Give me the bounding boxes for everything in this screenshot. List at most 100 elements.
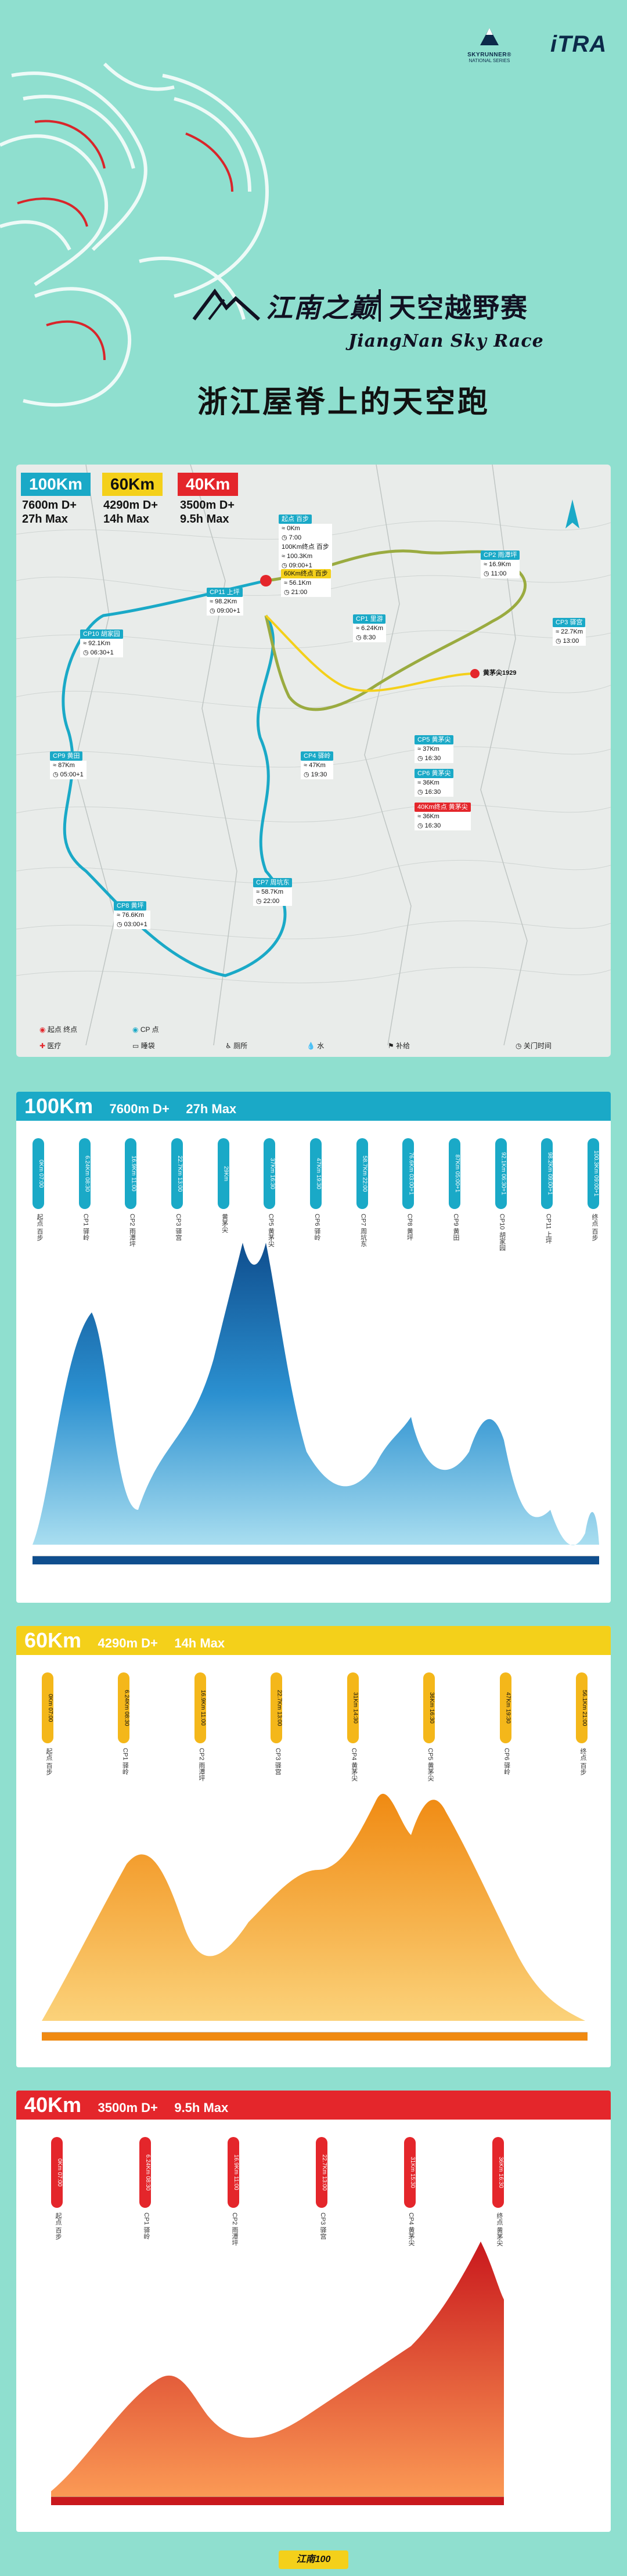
stats-60km: 4290m D+ 14h Max	[103, 498, 158, 526]
start-finish-icon: ◉	[39, 1026, 46, 1034]
profile-pin[interactable]: 0Km 07:00	[51, 2137, 63, 2208]
cp1-head: CP1 里游	[353, 614, 386, 624]
profile-point-name: CP5 黄茅尖	[267, 1214, 275, 1247]
cp-start-line-4: ≈ 100.3Km	[279, 552, 332, 561]
profile-pin[interactable]: 16.9Km 11:00	[194, 1672, 206, 1743]
profile-pin[interactable]: 56.1Km 21:00	[576, 1672, 588, 1743]
profile-pin[interactable]: 47Km 19:30	[499, 1672, 511, 1743]
profile-point-name: CP2 雨潭坪	[197, 1748, 205, 1782]
legend-item-toilet: ♿ 厕所	[225, 1041, 247, 1050]
cp3[interactable]: CP3 驿宫 ≈ 22.7Km ◷ 13:00	[553, 618, 586, 646]
profile-60km-gain: 4290m D+	[98, 1636, 158, 1650]
cp1[interactable]: CP1 里游 ≈ 6.24Km ◷ 8:30	[353, 614, 387, 642]
cp-40km-finish-line-2: ◷ 16:30	[415, 821, 471, 830]
badge-60km[interactable]: 60Km	[102, 473, 163, 496]
stats-100km: 7600m D+ 27h Max	[22, 498, 77, 526]
cp11-line-1: ≈ 98.2Km	[207, 597, 243, 606]
badge-40km[interactable]: 40Km	[178, 473, 239, 496]
route-map[interactable]: 100Km 60Km 40Km 7600m D+ 27h Max 4290m D…	[16, 465, 611, 1057]
profile-pin[interactable]: 31Km 14:30	[347, 1672, 359, 1743]
profile-pin[interactable]: 92.1Km 06:30+1	[495, 1138, 507, 1209]
legend-item-sleep: ▭ 睡袋	[132, 1041, 155, 1050]
profile-pin[interactable]: 29Km	[217, 1138, 229, 1209]
cp9[interactable]: CP9 黄田 ≈ 87Km ◷ 05:00+1	[50, 751, 87, 779]
cp3-head: CP3 驿宫	[553, 618, 586, 627]
cp-40km-finish[interactable]: 40Km终点 黄茅尖 ≈ 36Km ◷ 16:30	[415, 803, 471, 830]
profile-pin[interactable]: 98.2Km 09:00+1	[541, 1138, 553, 1209]
profile-pin[interactable]: 16.9Km 11:00	[228, 2137, 239, 2208]
legend-water-label: 水	[317, 1042, 325, 1050]
profile-40km-header: 40Km 3500m D+ 9.5h Max	[16, 2091, 611, 2120]
profile-point-name: CP11 上坪	[545, 1214, 552, 1244]
profile-point-name: 终点 黄茅尖	[496, 2212, 503, 2247]
profile-100km-limit: 27h Max	[186, 1102, 237, 1116]
profile-100km-chart	[33, 1243, 599, 1564]
profile-point-name: CP7 周坑东	[359, 1214, 367, 1247]
profile-100km-distance: 100Km	[24, 1094, 93, 1118]
cp-start-head: 起点 百步	[279, 515, 312, 524]
cp10[interactable]: CP10 胡家园 ≈ 92.1Km ◷ 06:30+1	[80, 629, 123, 657]
legend-item-water: 💧 水	[307, 1041, 324, 1050]
legend-start-finish-label: 起点 终点	[47, 1026, 78, 1034]
profile-pin[interactable]: 6.24Km 08:30	[118, 1672, 130, 1743]
profile-100km-gain: 7600m D+	[109, 1102, 170, 1116]
compass-icon	[565, 499, 579, 528]
slogan: 浙江屋脊上的天空跑	[197, 386, 491, 419]
profile-pin[interactable]: 0Km 07:00	[42, 1672, 53, 1743]
cp11[interactable]: CP11 上坪 ≈ 98.2Km ◷ 09:00+1	[207, 588, 243, 616]
profile-40km-distance: 40Km	[24, 2093, 82, 2117]
profile-pin[interactable]: 87Km 05:00+1	[449, 1138, 460, 1209]
profile-pin[interactable]: 36Km 16:30	[492, 2137, 504, 2208]
profile-point-name: 终点 百步	[579, 1748, 586, 1776]
cp9-head: CP9 黄田	[50, 751, 83, 761]
profile-point-name: CP3 驿宫	[319, 2212, 326, 2240]
event-name-cn-1: 江南之巅	[266, 293, 377, 323]
profile-pin[interactable]: 100.3Km 09:00+1	[588, 1138, 599, 1209]
mountain-icon	[480, 28, 499, 45]
profile-pin[interactable]: 47Km 19:30	[310, 1138, 322, 1209]
cp2-line-1: ≈ 16.9Km	[481, 560, 520, 569]
cp-60km-finish[interactable]: 60Km终点 百步 ≈ 56.1Km ◷ 21:00	[281, 569, 331, 597]
profile-pin[interactable]: 0Km 07:00	[33, 1138, 44, 1209]
cp-60km-finish-head: 60Km终点 百步	[281, 569, 331, 578]
cp4[interactable]: CP4 驿岭 ≈ 47Km ◷ 19:30	[301, 751, 334, 779]
cp10-line-1: ≈ 92.1Km	[80, 639, 123, 648]
badge-100km[interactable]: 100Km	[21, 473, 91, 496]
cp-start[interactable]: 起点 百步 ≈ 0Km ◷ 7:00 100Km终点 百步 ≈ 100.3Km …	[279, 515, 332, 570]
cp7-head: CP7 周坑东	[253, 878, 293, 887]
profile-pin[interactable]: 22.7Km 13:00	[316, 2137, 327, 2208]
cp-icon: ◉	[132, 1026, 139, 1034]
profile-point-name: CP4 黄茅尖	[408, 2212, 415, 2246]
cp8-line-1: ≈ 76.6Km	[114, 911, 150, 920]
profile-pin[interactable]: 16.9Km 11:00	[125, 1138, 137, 1209]
profile-point-name: CP2 雨潭坪	[128, 1214, 136, 1247]
badge-100km-label: 100Km	[29, 475, 82, 493]
profile-pin[interactable]: 36Km 16:30	[423, 1672, 435, 1743]
profile-pin[interactable]: 22.7Km 13:00	[271, 1672, 283, 1743]
profile-60km-area	[42, 1793, 585, 2021]
profile-pin[interactable]: 37Km 16:30	[264, 1138, 276, 1209]
profile-pin[interactable]: 6.24Km 08:30	[78, 1138, 91, 1209]
profile-pin[interactable]: 58.7Km 22:00	[356, 1138, 368, 1209]
cp6[interactable]: CP6 黄茅尖 ≈ 36Km ◷ 16:30	[415, 769, 454, 797]
cp8-head: CP8 黄坪	[114, 901, 147, 911]
profile-point-name: 起点 百步	[55, 2212, 62, 2240]
cp8[interactable]: CP8 黄坪 ≈ 76.6Km ◷ 03:00+1	[114, 901, 150, 929]
cp2[interactable]: CP2 雨潭坪 ≈ 16.9Km ◷ 11:00	[481, 551, 520, 578]
profile-pin[interactable]: 31Km 15:30	[404, 2137, 416, 2208]
profile-pin[interactable]: 22.7Km 13:00	[171, 1138, 183, 1209]
profile-pin[interactable]: 6.24Km 08:30	[139, 2137, 151, 2208]
event-name-cn-2: 天空越野赛	[389, 293, 528, 323]
profile-point-name: CP3 驿宫	[274, 1748, 282, 1775]
cp7[interactable]: CP7 周坑东 ≈ 58.7Km ◷ 22:00	[253, 878, 293, 906]
profile-point-name: 黄茅尖	[221, 1214, 228, 1233]
profile-pin[interactable]: 76.6Km 03:00+1	[402, 1138, 415, 1209]
legend-item-medical: ✚ 医疗	[39, 1041, 61, 1050]
profile-point-name: CP6 驿岭	[314, 1214, 320, 1241]
profile-40km-chart	[51, 2242, 504, 2505]
profile-40km: 40Km 3500m D+ 9.5h Max 0Km 07:00 起点 百步 6.2…	[16, 2091, 611, 2532]
route-40km	[265, 614, 475, 692]
peak-mark-icon	[192, 288, 261, 321]
cp11-head: CP11 上坪	[207, 588, 243, 597]
cp5[interactable]: CP5 黄茅尖 ≈ 37Km ◷ 16:30	[415, 735, 454, 763]
